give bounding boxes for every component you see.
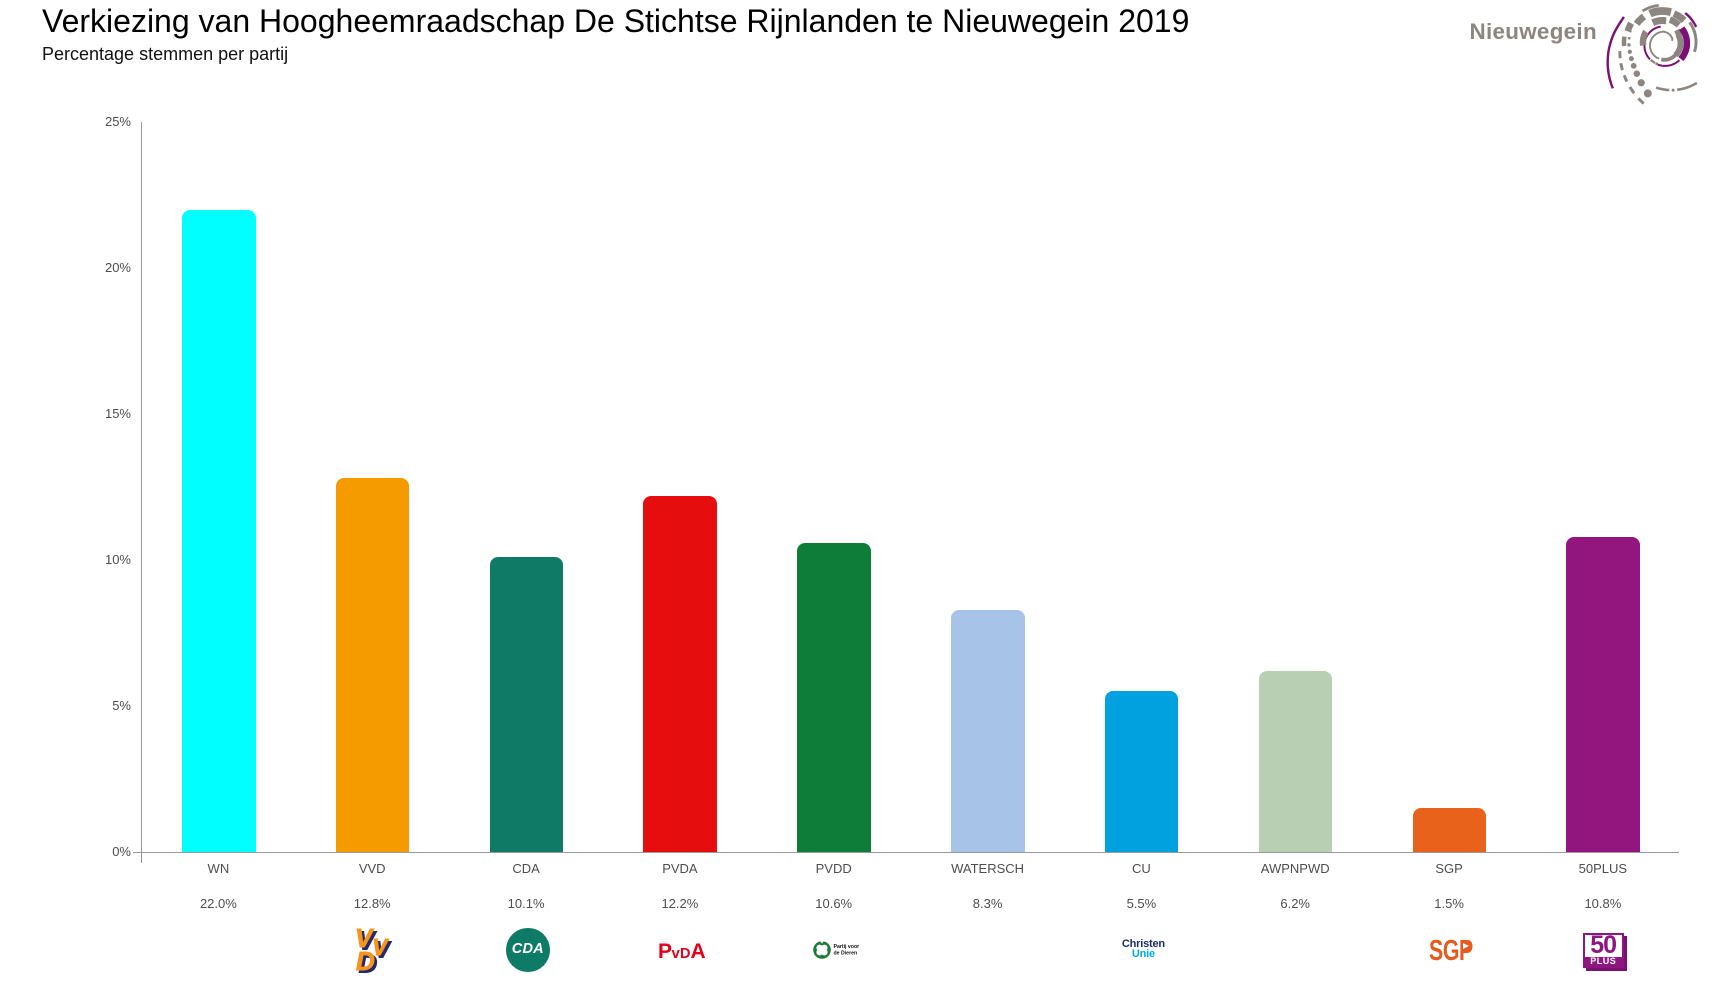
svg-text:V: V [372,934,389,960]
svg-text:P: P [658,940,672,963]
svg-text:Partij voor: Partij voor [834,944,860,950]
svg-text:D: D [356,946,375,976]
svg-text:V: V [358,925,378,955]
svg-text:V: V [355,923,375,953]
svg-text:V: V [375,936,392,962]
svg-text:D: D [359,948,378,978]
svg-text:A: A [691,940,706,963]
svg-text:de Dieren: de Dieren [834,950,858,956]
svg-text:v: v [672,945,681,962]
svg-text:D: D [680,946,690,962]
